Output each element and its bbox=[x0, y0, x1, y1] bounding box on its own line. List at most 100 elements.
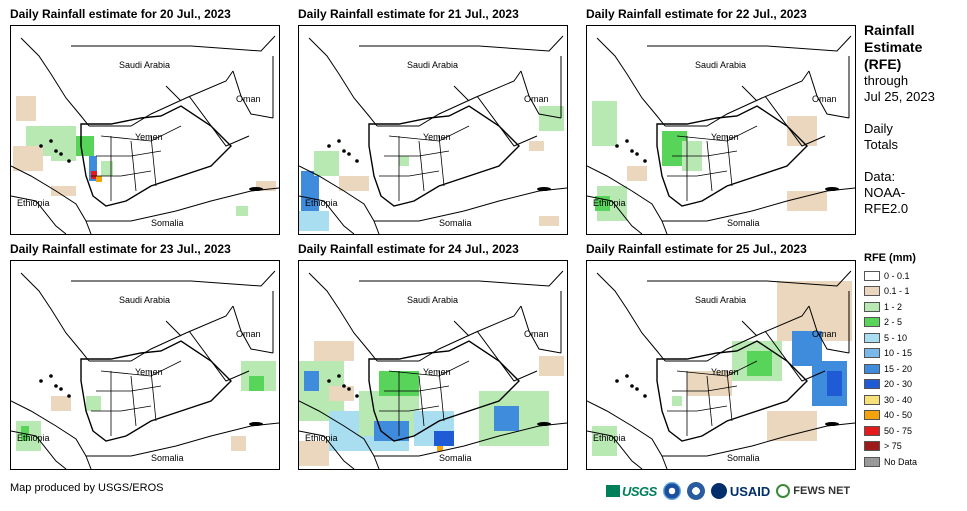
district-line bbox=[100, 125, 182, 142]
rainfall-map: Saudi Arabia Oman Yemen Ethiopia Somalia bbox=[298, 25, 568, 235]
island bbox=[327, 144, 331, 148]
legend-item: 50 - 75 bbox=[864, 423, 917, 439]
country-label: Oman bbox=[236, 329, 261, 339]
rainfall-cell bbox=[314, 151, 339, 176]
island bbox=[635, 152, 639, 156]
island bbox=[355, 159, 359, 163]
rainfall-cell bbox=[792, 331, 822, 366]
island bbox=[337, 374, 341, 378]
africa-coastline bbox=[661, 220, 668, 234]
island bbox=[342, 384, 346, 388]
district-line bbox=[130, 140, 137, 192]
district-line bbox=[91, 170, 152, 177]
border-line bbox=[453, 85, 470, 102]
rainfall-cell bbox=[51, 126, 76, 161]
rainfall-map: Saudi Arabia Oman Yemen Ethiopia Somalia bbox=[298, 260, 568, 470]
sidebar-title-line: (RFE) bbox=[864, 56, 902, 72]
rainfall-cell bbox=[592, 101, 617, 146]
legend-label: 1 - 2 bbox=[884, 301, 903, 312]
border-line bbox=[764, 95, 826, 147]
district-line bbox=[726, 370, 733, 422]
country-label: Saudi Arabia bbox=[407, 60, 458, 70]
border-line bbox=[741, 320, 758, 337]
district-line bbox=[667, 170, 728, 177]
rainfall-cell bbox=[627, 166, 647, 181]
legend-label: 0 - 0.1 bbox=[884, 270, 910, 281]
socotra-island bbox=[249, 422, 263, 426]
border-line bbox=[665, 70, 810, 127]
socotra-island bbox=[825, 422, 839, 426]
rainfall-cell bbox=[89, 156, 97, 181]
legend-swatch bbox=[864, 332, 880, 343]
legend-item: No Data bbox=[864, 454, 917, 470]
district-line bbox=[672, 150, 738, 157]
district-line bbox=[150, 135, 157, 187]
legend-swatch bbox=[864, 456, 880, 467]
border-line bbox=[232, 70, 274, 119]
legend-item: 40 - 50 bbox=[864, 408, 917, 424]
legend-item: 30 - 40 bbox=[864, 392, 917, 408]
rainfall-cell bbox=[747, 351, 772, 376]
border-line bbox=[647, 35, 852, 52]
rainfall-cell bbox=[76, 136, 94, 156]
through-label: through bbox=[864, 73, 909, 88]
border-line bbox=[476, 95, 538, 147]
island bbox=[327, 379, 331, 383]
socotra-island bbox=[825, 187, 839, 191]
island bbox=[635, 387, 639, 391]
legend-swatch bbox=[864, 441, 880, 452]
district-line bbox=[96, 385, 162, 392]
district-line bbox=[726, 135, 733, 187]
island bbox=[630, 384, 634, 388]
island bbox=[67, 159, 71, 163]
district-line bbox=[388, 125, 470, 142]
daily-label: Totals bbox=[864, 137, 898, 152]
socotra-island bbox=[537, 187, 551, 191]
legend-item: 20 - 30 bbox=[864, 377, 917, 393]
border-line bbox=[188, 95, 250, 147]
legend-label: 30 - 40 bbox=[884, 394, 913, 405]
island bbox=[615, 379, 619, 383]
country-label: Ethiopia bbox=[305, 198, 338, 208]
legend-swatch bbox=[864, 301, 880, 312]
africa-coastline bbox=[587, 195, 643, 234]
rainfall-cell bbox=[529, 141, 544, 151]
island bbox=[337, 139, 341, 143]
legend-item: 10 - 15 bbox=[864, 346, 917, 362]
africa-coastline bbox=[587, 430, 643, 469]
country-label: Somalia bbox=[727, 218, 760, 228]
data-source-line: Data: bbox=[864, 169, 896, 184]
district-line bbox=[96, 150, 162, 157]
rainfall-cell bbox=[539, 106, 564, 131]
map-panel-25jul: Daily Rainfall estimate for 25 Jul., 202… bbox=[586, 240, 856, 475]
map-credit: Map produced by USGS/EROS bbox=[10, 482, 164, 494]
rainfall-cell bbox=[687, 371, 732, 396]
border-line bbox=[520, 305, 562, 354]
legend: RFE (mm) 0 - 0.1 0.1 - 1 1 - 2 2 - 5 5 - 10 1… bbox=[864, 252, 917, 470]
country-label: Oman bbox=[812, 94, 837, 104]
island bbox=[630, 149, 634, 153]
usgs-logo: USGS bbox=[606, 484, 657, 499]
rainfall-cell bbox=[437, 446, 443, 451]
legend-swatch bbox=[864, 348, 880, 359]
africa-coastline bbox=[11, 400, 279, 457]
rainfall-cell bbox=[16, 96, 36, 121]
island bbox=[347, 152, 351, 156]
district-line bbox=[379, 170, 440, 177]
border-line bbox=[71, 270, 276, 287]
rainfall-cell bbox=[51, 186, 76, 196]
country-label: Ethiopia bbox=[593, 198, 626, 208]
rainfall-cell bbox=[96, 176, 102, 182]
rainfall-cell bbox=[13, 146, 43, 171]
panel-title: Daily Rainfall estimate for 22 Jul., 202… bbox=[586, 7, 807, 21]
africa-coastline bbox=[85, 220, 92, 234]
country-label: Somalia bbox=[439, 453, 472, 463]
border-line bbox=[647, 270, 852, 287]
africa-coastline bbox=[373, 455, 380, 469]
panel-title: Daily Rainfall estimate for 25 Jul., 202… bbox=[586, 242, 807, 256]
usaid-seal-icon bbox=[710, 483, 727, 499]
logo-bar: USGS USAID FEWS NET bbox=[606, 480, 850, 502]
border-line bbox=[188, 330, 250, 382]
legend-items: 0 - 0.1 0.1 - 1 1 - 2 2 - 5 5 - 10 10 - 15 15 … bbox=[864, 268, 917, 470]
legend-item: 0 - 0.1 bbox=[864, 268, 917, 284]
